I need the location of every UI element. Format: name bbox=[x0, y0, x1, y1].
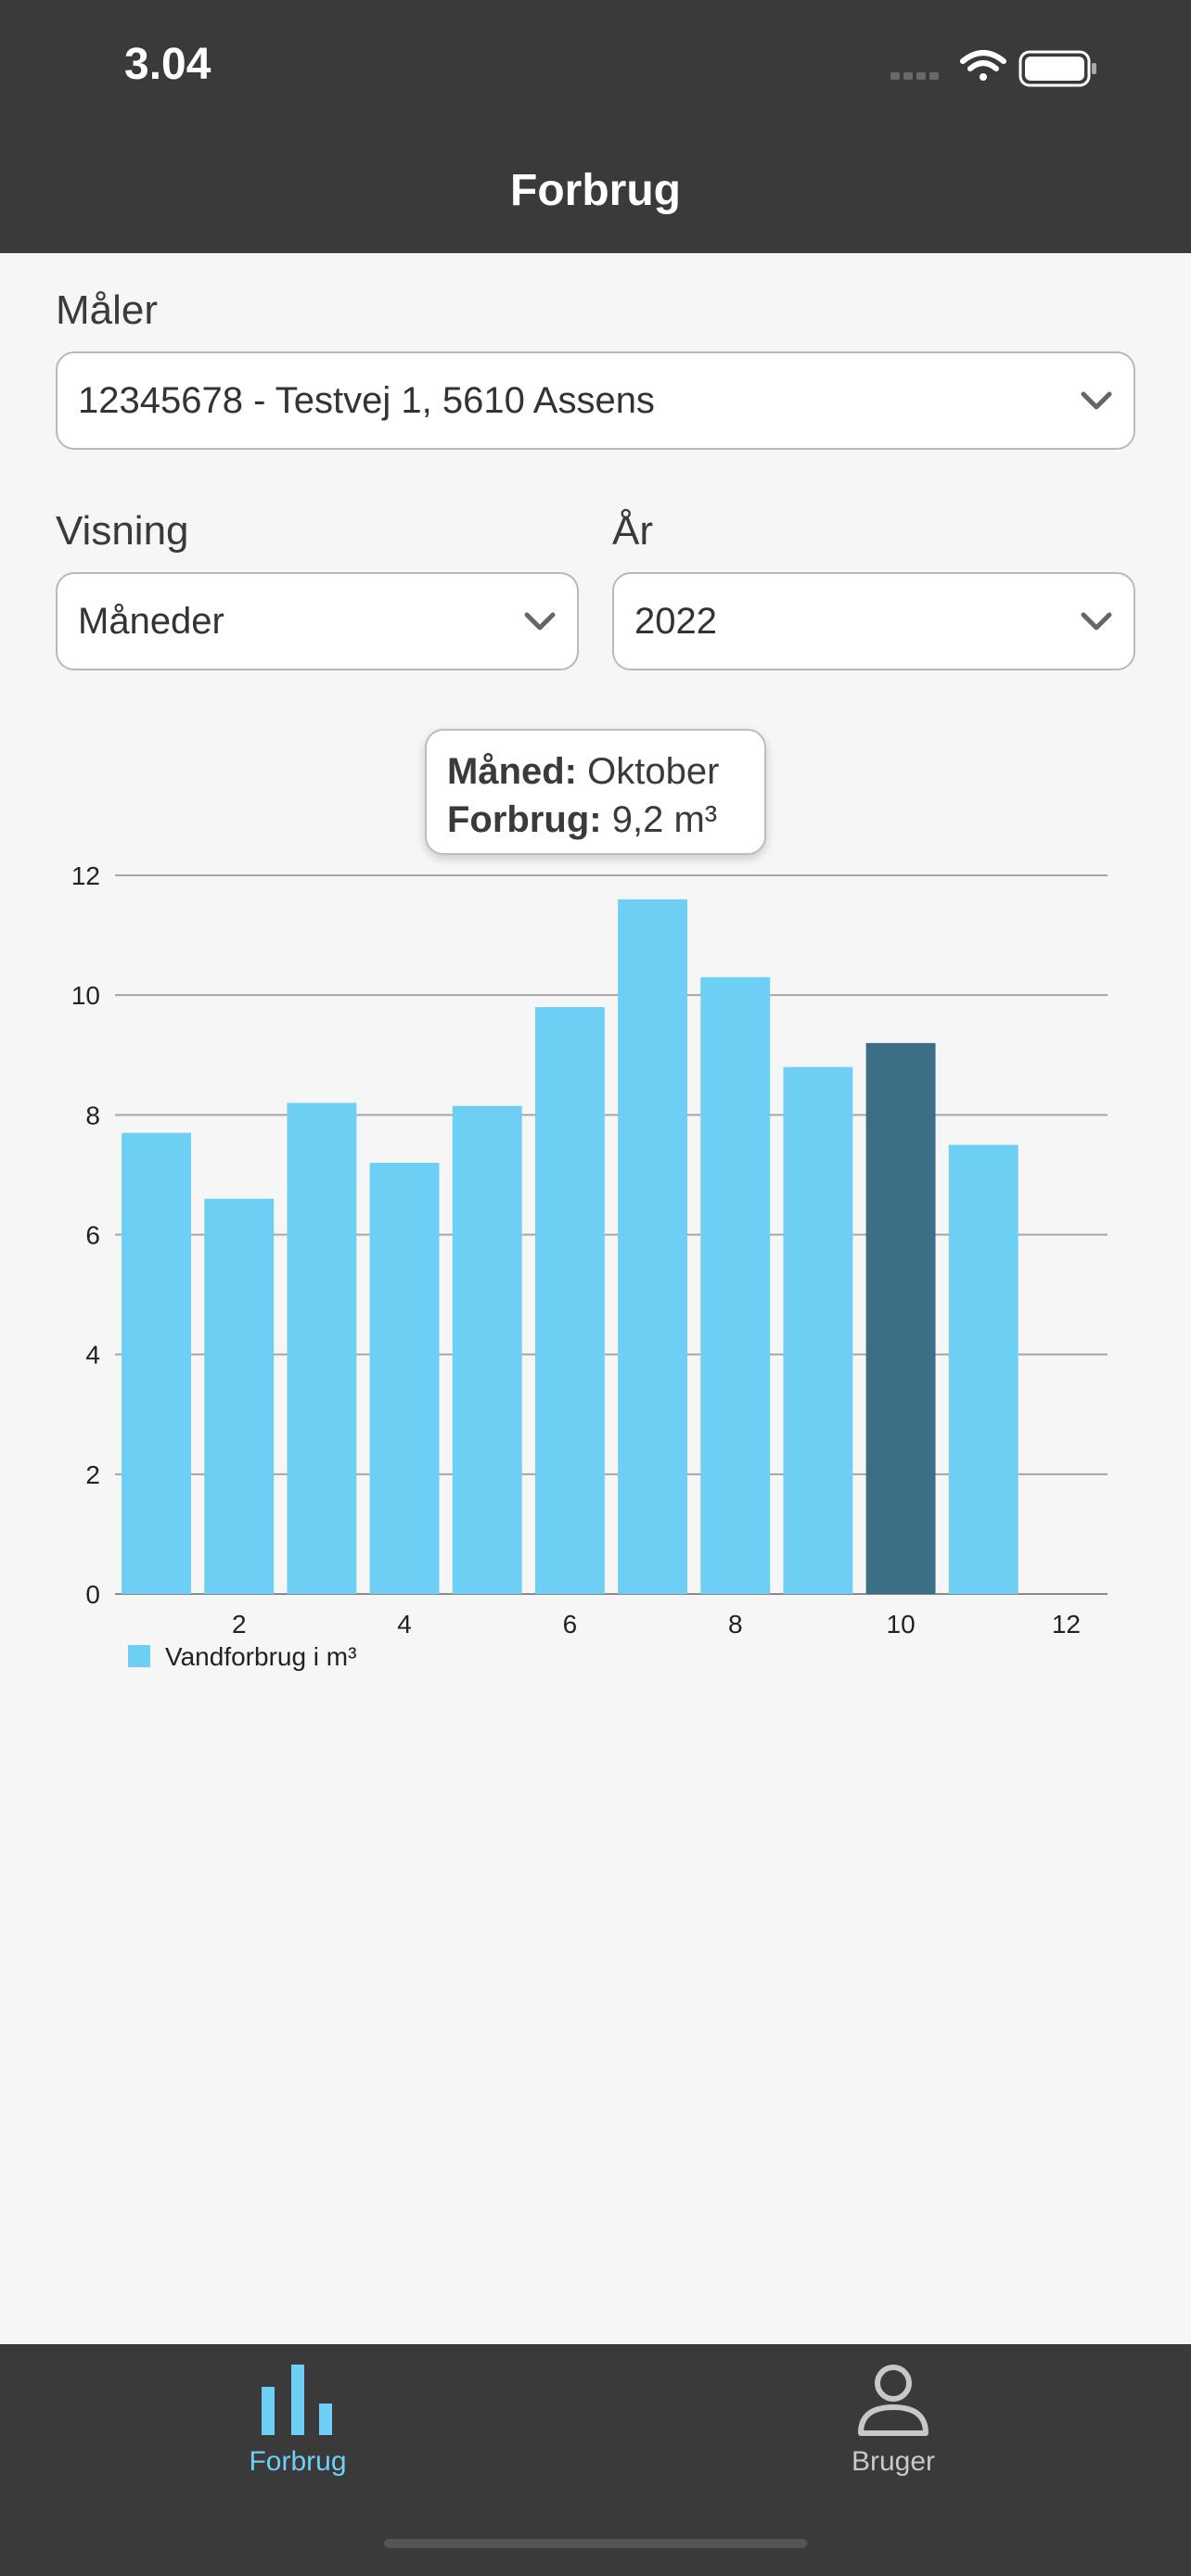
x-tick-label: 12 bbox=[1052, 1610, 1081, 1639]
bar bbox=[534, 1007, 605, 1594]
user-icon bbox=[858, 2365, 928, 2436]
x-tick-label: 8 bbox=[728, 1610, 743, 1639]
y-tick-label: 4 bbox=[85, 1341, 100, 1370]
tab-forbrug-label: Forbrug bbox=[249, 2446, 347, 2477]
y-tick-label: 12 bbox=[71, 861, 100, 890]
tooltip-usage-label: Forbrug: bbox=[447, 799, 602, 840]
bar-selected bbox=[865, 1042, 936, 1594]
tab-bruger[interactable]: Bruger bbox=[596, 2344, 1191, 2511]
header-bar: 3.04 Forbrug bbox=[0, 0, 1191, 253]
chevron-down-icon bbox=[1081, 391, 1112, 410]
bar bbox=[783, 1066, 853, 1594]
chevron-down-icon bbox=[1081, 612, 1112, 631]
x-tick-label: 10 bbox=[887, 1610, 916, 1639]
view-select-value: Måneder bbox=[78, 600, 224, 642]
usage-chart: 0 2 4 6 8 10 12 2 4 6 8 10 12 Vandforbrug i m³ bbox=[71, 861, 1108, 1671]
battery-icon bbox=[1018, 50, 1096, 87]
y-tick-label: 0 bbox=[85, 1580, 100, 1609]
status-icons bbox=[890, 45, 1113, 91]
y-tick-label: 10 bbox=[71, 981, 100, 1010]
tooltip-month-value: Oktober bbox=[587, 751, 720, 792]
y-tick-label: 6 bbox=[85, 1221, 100, 1250]
bar bbox=[452, 1105, 522, 1594]
year-label: År bbox=[612, 508, 653, 554]
meter-select[interactable]: 12345678 - Testvej 1, 5610 Assens bbox=[56, 351, 1135, 450]
signal-icon bbox=[890, 72, 939, 80]
tab-bruger-label: Bruger bbox=[851, 2446, 936, 2477]
tooltip-month-label: Måned: bbox=[447, 751, 577, 792]
view-label: Visning bbox=[56, 508, 189, 554]
y-tick-label: 2 bbox=[85, 1460, 100, 1489]
bar bbox=[122, 1132, 192, 1594]
bar bbox=[204, 1198, 275, 1594]
chart-tooltip: Måned: Oktober Forbrug: 9,2 m³ bbox=[425, 729, 766, 855]
y-tick-label: 8 bbox=[85, 1101, 100, 1129]
meter-label: Måler bbox=[56, 287, 159, 333]
tab-bar: Forbrug Bruger bbox=[0, 2344, 1191, 2576]
chevron-down-icon bbox=[524, 612, 556, 631]
tooltip-usage-value: 9,2 m³ bbox=[611, 799, 718, 840]
year-select[interactable]: 2022 bbox=[612, 572, 1135, 670]
bar bbox=[948, 1144, 1018, 1594]
bar bbox=[618, 899, 688, 1594]
bar bbox=[700, 976, 771, 1594]
year-select-value: 2022 bbox=[634, 600, 717, 642]
view-select[interactable]: Måneder bbox=[56, 572, 579, 670]
legend-label: Vandforbrug i m³ bbox=[165, 1642, 356, 1671]
status-time: 3.04 bbox=[124, 40, 211, 89]
x-tick-label: 4 bbox=[397, 1610, 412, 1639]
home-indicator bbox=[384, 2539, 807, 2548]
page-title: Forbrug bbox=[510, 166, 681, 215]
bar-chart-icon bbox=[262, 2365, 332, 2435]
bar bbox=[287, 1103, 357, 1594]
tab-forbrug[interactable]: Forbrug bbox=[0, 2344, 596, 2511]
wifi-icon bbox=[960, 50, 1006, 81]
x-tick-label: 6 bbox=[563, 1610, 578, 1639]
meter-select-value: 12345678 - Testvej 1, 5610 Assens bbox=[78, 379, 655, 421]
x-tick-label: 2 bbox=[232, 1610, 247, 1639]
bar bbox=[369, 1163, 440, 1594]
legend-swatch bbox=[128, 1645, 150, 1667]
